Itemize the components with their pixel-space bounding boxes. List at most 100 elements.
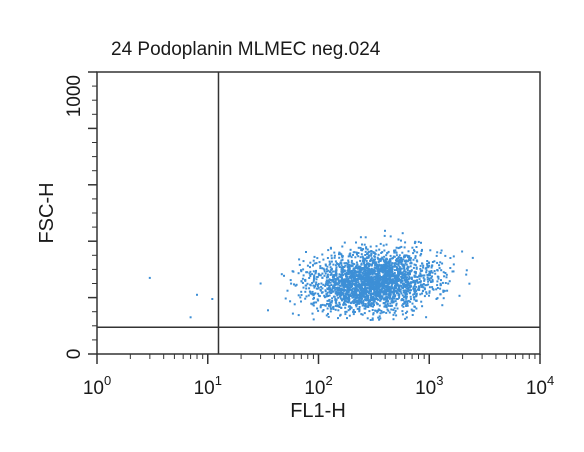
data-point (408, 292, 411, 295)
data-point (410, 285, 413, 288)
data-point (354, 267, 357, 270)
data-point (405, 292, 408, 294)
data-point (445, 273, 448, 276)
data-point (419, 264, 422, 267)
data-point (320, 291, 323, 294)
data-point (403, 246, 406, 249)
data-point (421, 248, 423, 251)
data-point (324, 272, 327, 275)
data-point (424, 284, 427, 287)
data-point (433, 270, 436, 272)
data-point (367, 274, 370, 277)
data-point (291, 312, 294, 315)
data-point (389, 267, 392, 269)
data-point (320, 285, 323, 288)
data-point (366, 256, 369, 259)
data-point (329, 310, 332, 313)
data-point (332, 263, 335, 266)
data-point (404, 289, 407, 292)
data-point (353, 277, 356, 280)
data-point (345, 310, 348, 313)
data-point (381, 278, 383, 281)
data-point (364, 286, 367, 289)
data-point (395, 304, 398, 307)
data-point (321, 272, 324, 275)
data-point (398, 268, 401, 270)
x-tick-base: 10 (194, 378, 215, 399)
data-point (352, 296, 355, 298)
data-point (338, 256, 341, 259)
data-point (384, 298, 387, 301)
data-point (314, 292, 317, 295)
data-point (342, 294, 345, 297)
data-point (326, 302, 328, 305)
data-point (362, 304, 365, 307)
data-point (343, 241, 346, 244)
data-point (336, 294, 339, 297)
data-point (411, 314, 414, 316)
data-point (378, 276, 381, 279)
data-point (350, 259, 353, 262)
data-point (387, 300, 390, 303)
data-point (465, 269, 468, 272)
data-point (385, 293, 388, 296)
data-point (363, 243, 366, 246)
data-point (328, 299, 330, 302)
data-point (337, 263, 339, 266)
data-point (392, 308, 395, 311)
data-point (364, 303, 367, 306)
data-point (374, 277, 377, 280)
data-point (341, 292, 344, 295)
data-point (343, 282, 345, 284)
data-point (348, 266, 351, 269)
data-point (425, 266, 428, 269)
data-point (378, 274, 381, 277)
data-point (329, 281, 332, 284)
data-point (402, 289, 405, 292)
data-point (405, 287, 408, 290)
data-point (382, 271, 385, 274)
data-point (348, 283, 350, 286)
data-point (314, 272, 317, 275)
x-tick-exponent: 1 (215, 373, 222, 388)
data-point (379, 312, 382, 315)
data-point (332, 270, 335, 273)
data-point (419, 272, 422, 275)
data-point (409, 298, 412, 301)
data-point (390, 304, 393, 307)
data-point (411, 302, 414, 305)
data-point (443, 289, 446, 292)
data-point (347, 255, 350, 258)
data-point (393, 307, 396, 310)
data-point (372, 293, 375, 296)
data-point (330, 292, 333, 294)
data-point (280, 273, 283, 276)
data-point (414, 279, 417, 282)
data-point (382, 290, 385, 293)
data-point (384, 267, 387, 270)
data-point (378, 259, 381, 261)
data-point (315, 262, 318, 265)
data-point (414, 256, 417, 259)
data-point (377, 284, 380, 287)
data-point (332, 290, 335, 293)
data-point (368, 283, 370, 285)
data-point (338, 253, 340, 256)
data-point (413, 271, 416, 273)
data-point (386, 296, 389, 299)
data-point (384, 268, 387, 271)
data-point (333, 277, 336, 280)
data-point (342, 280, 345, 283)
data-point (406, 276, 408, 279)
data-point (394, 262, 397, 265)
data-point (389, 258, 391, 261)
data-point (428, 277, 431, 280)
data-point (417, 281, 419, 284)
data-point (471, 256, 474, 259)
data-point (415, 259, 418, 262)
data-point (336, 283, 339, 286)
data-point (365, 293, 368, 296)
data-point (396, 298, 399, 300)
data-point (437, 277, 440, 280)
data-point (331, 287, 334, 290)
